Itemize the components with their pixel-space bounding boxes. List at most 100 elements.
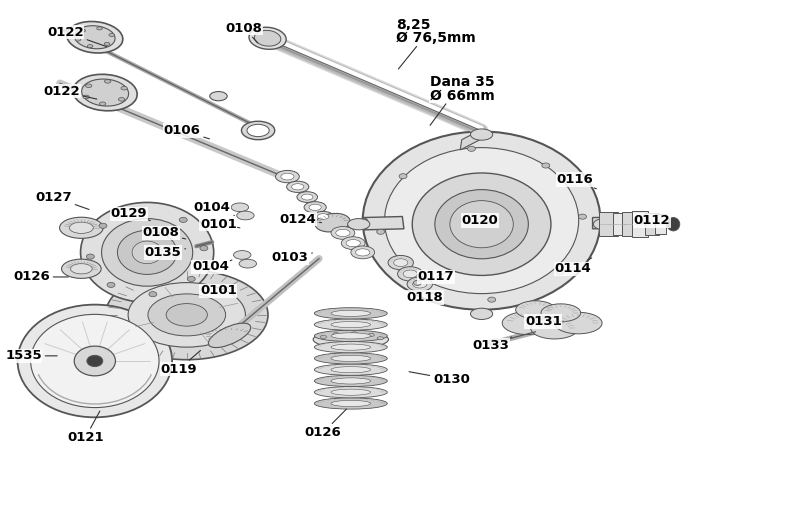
Text: 0103: 0103 [271,251,313,264]
Text: 0135: 0135 [145,246,186,259]
Ellipse shape [342,237,365,250]
Ellipse shape [166,304,207,326]
Ellipse shape [578,214,586,219]
Ellipse shape [351,332,358,335]
Ellipse shape [314,341,387,353]
Ellipse shape [231,203,249,212]
Ellipse shape [594,218,615,230]
Text: 0120: 0120 [462,214,498,227]
Text: 0114: 0114 [554,258,592,276]
Ellipse shape [209,323,250,348]
Ellipse shape [346,239,360,247]
Ellipse shape [70,264,92,274]
Ellipse shape [388,255,414,270]
Ellipse shape [99,102,106,106]
Ellipse shape [239,259,257,268]
Bar [645,213,659,235]
Ellipse shape [73,74,138,111]
Ellipse shape [148,294,226,336]
Ellipse shape [554,312,602,334]
Ellipse shape [314,319,387,330]
Ellipse shape [275,170,299,183]
Ellipse shape [398,267,423,281]
Bar [622,212,639,236]
Ellipse shape [394,259,408,266]
Text: 0122: 0122 [47,26,106,46]
Text: 8,25: 8,25 [396,18,430,32]
Ellipse shape [149,291,157,297]
Ellipse shape [187,277,195,282]
Ellipse shape [556,270,564,274]
Ellipse shape [30,314,159,407]
Ellipse shape [489,339,503,345]
Bar [655,214,666,234]
Ellipse shape [331,389,370,396]
Ellipse shape [86,254,94,259]
Ellipse shape [314,307,387,319]
Ellipse shape [314,375,387,387]
Ellipse shape [403,270,418,278]
Ellipse shape [102,218,193,286]
Ellipse shape [109,33,114,37]
Text: 0133: 0133 [473,337,512,352]
Text: 0121: 0121 [67,411,104,444]
Ellipse shape [249,27,286,49]
Ellipse shape [82,79,129,106]
Ellipse shape [304,202,326,213]
Text: 0130: 0130 [409,372,470,386]
Ellipse shape [104,42,110,45]
Ellipse shape [75,38,81,41]
Ellipse shape [331,333,370,339]
Ellipse shape [351,246,374,259]
Text: 0129: 0129 [110,208,150,220]
Ellipse shape [516,301,555,319]
Ellipse shape [368,333,374,336]
Ellipse shape [314,330,387,341]
Ellipse shape [74,346,115,376]
Ellipse shape [331,400,370,406]
Ellipse shape [87,45,93,48]
Ellipse shape [97,27,102,30]
Ellipse shape [377,337,383,340]
Ellipse shape [414,280,422,285]
Ellipse shape [542,163,550,168]
Ellipse shape [331,367,370,373]
Ellipse shape [336,229,350,236]
Text: Ø 66mm: Ø 66mm [430,88,495,102]
Ellipse shape [118,230,177,274]
Ellipse shape [86,84,92,88]
Text: 0104: 0104 [194,201,234,215]
Ellipse shape [450,201,514,248]
Ellipse shape [281,173,294,180]
Ellipse shape [331,344,370,350]
Ellipse shape [302,194,313,200]
Ellipse shape [467,146,475,151]
Ellipse shape [348,218,370,230]
Ellipse shape [333,333,339,336]
Ellipse shape [83,95,90,99]
Text: 1535: 1535 [5,349,57,363]
Ellipse shape [128,283,246,347]
Ellipse shape [530,317,578,339]
Ellipse shape [118,97,125,101]
Ellipse shape [355,249,370,256]
Ellipse shape [242,121,274,140]
Ellipse shape [331,355,370,362]
Text: 0117: 0117 [418,270,454,283]
Ellipse shape [247,124,269,136]
Text: 0106: 0106 [163,124,210,139]
Text: 0127: 0127 [35,191,89,210]
Ellipse shape [377,229,385,234]
Ellipse shape [59,217,103,238]
Ellipse shape [360,218,368,229]
Ellipse shape [331,378,370,384]
Ellipse shape [67,22,123,53]
Ellipse shape [502,312,553,335]
Text: 0101: 0101 [200,284,237,297]
Ellipse shape [297,192,318,202]
Ellipse shape [314,387,387,398]
Text: 0124: 0124 [279,213,322,226]
Ellipse shape [286,181,309,193]
Ellipse shape [210,92,227,101]
Text: Ø 76,5mm: Ø 76,5mm [396,31,476,45]
